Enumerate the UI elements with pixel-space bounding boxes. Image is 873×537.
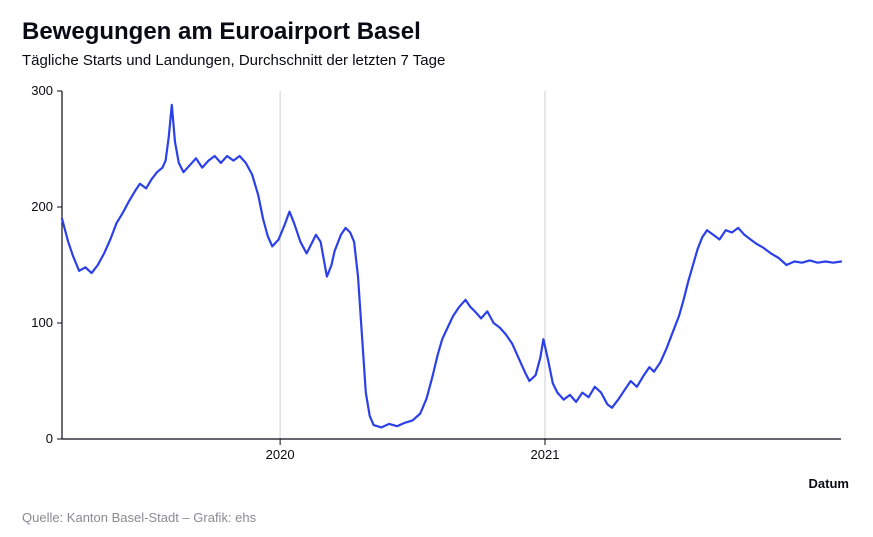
chart-container: Bewegungen am Euroairport Basel Tägliche… bbox=[0, 0, 873, 537]
x-tick-label: 2020 bbox=[266, 447, 295, 462]
y-tick-label: 200 bbox=[31, 199, 53, 214]
y-tick-label: 0 bbox=[46, 431, 53, 446]
data-line bbox=[62, 105, 841, 428]
chart-credit: Quelle: Kanton Basel-Stadt – Grafik: ehs bbox=[22, 510, 256, 525]
line-chart-svg: 0 100 200 300 2020 2021 bbox=[22, 83, 851, 473]
y-tick-label: 100 bbox=[31, 315, 53, 330]
chart-plot-area: 0 100 200 300 2020 2021 bbox=[22, 83, 851, 473]
chart-subtitle: Tägliche Starts und Landungen, Durchschn… bbox=[22, 52, 851, 69]
x-tick-label: 2021 bbox=[531, 447, 560, 462]
y-tick-label: 300 bbox=[31, 83, 53, 98]
chart-title: Bewegungen am Euroairport Basel bbox=[22, 18, 851, 46]
x-axis-title: Datum bbox=[809, 476, 849, 491]
